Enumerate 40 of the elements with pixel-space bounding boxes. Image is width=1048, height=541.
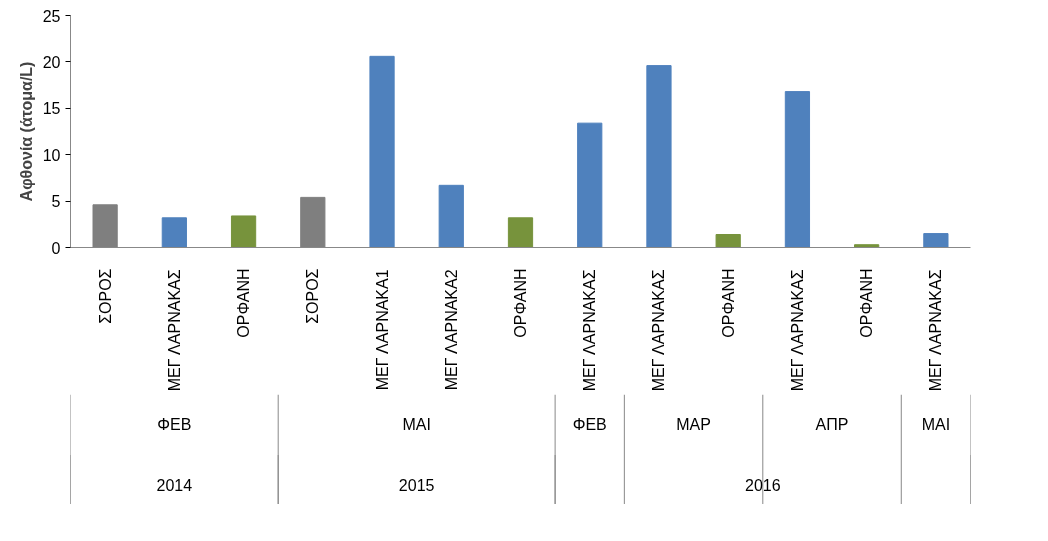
y-tick-label: 0 xyxy=(51,239,61,257)
x-tick-label: ΣΟΡΟΣ xyxy=(96,268,114,324)
text: 2016 xyxy=(745,477,781,495)
x-tick-label: ΣΟΡΟΣ xyxy=(304,268,322,324)
text: ΦΕΒ xyxy=(157,416,192,434)
bar xyxy=(715,234,741,248)
text: ΦΕΒ xyxy=(572,416,607,434)
text: ΜΑΙ xyxy=(402,416,431,434)
x-tick-label: ΜΕΓ ΛΑΡΝΑΚΑΣ xyxy=(581,269,599,392)
text: ΑΠΡ xyxy=(815,416,849,434)
y-tick-label: 15 xyxy=(42,100,61,118)
text: ΜΑΡ xyxy=(676,416,711,434)
x-tick-label: ΜΕΓ ΛΑΡΝΑΚΑΣ xyxy=(650,269,668,392)
bar xyxy=(577,122,603,248)
bar xyxy=(507,217,534,248)
x-tick-label: ΜΕΓ ΛΑΡΝΑΚΑ1 xyxy=(373,269,391,391)
bar xyxy=(854,244,880,248)
y-tick-label: 20 xyxy=(42,53,61,71)
x-tick-label: ΟΡΦΑΝΗ xyxy=(235,268,253,338)
text: 2014 xyxy=(156,477,193,495)
bar xyxy=(369,55,395,248)
text: ΜΑΙ xyxy=(921,416,951,434)
bar xyxy=(923,233,949,248)
bar xyxy=(230,215,257,248)
text: 2015 xyxy=(398,477,435,495)
x-tick-label: ΜΕΓ ΛΑΡΝΑΚΑΣ xyxy=(165,269,183,392)
x-tick-label: ΜΕΓ ΛΑΡΝΑΚΑΣ xyxy=(927,269,945,392)
y-tick-label: 10 xyxy=(42,146,61,164)
bar xyxy=(438,184,464,248)
x-tick-label: ΜΕΓ ΛΑΡΝΑΚΑ2 xyxy=(442,269,460,391)
bar xyxy=(646,65,672,248)
y-tick-label: 25 xyxy=(42,7,61,25)
bar xyxy=(784,91,811,248)
x-tick-label: ΜΕΓ ΛΑΡΝΑΚΑΣ xyxy=(788,269,806,392)
y-axis-title: Αφθονία (άτομα/L) xyxy=(17,61,35,202)
x-tick-label: ΟΡΦΑΝΗ xyxy=(858,268,876,338)
x-tick-label: ΟΡΦΑΝΗ xyxy=(512,268,529,338)
bar xyxy=(161,217,187,248)
y-tick-label: 5 xyxy=(51,193,61,211)
x-tick-label: ΟΡΦΑΝΗ xyxy=(719,268,737,338)
